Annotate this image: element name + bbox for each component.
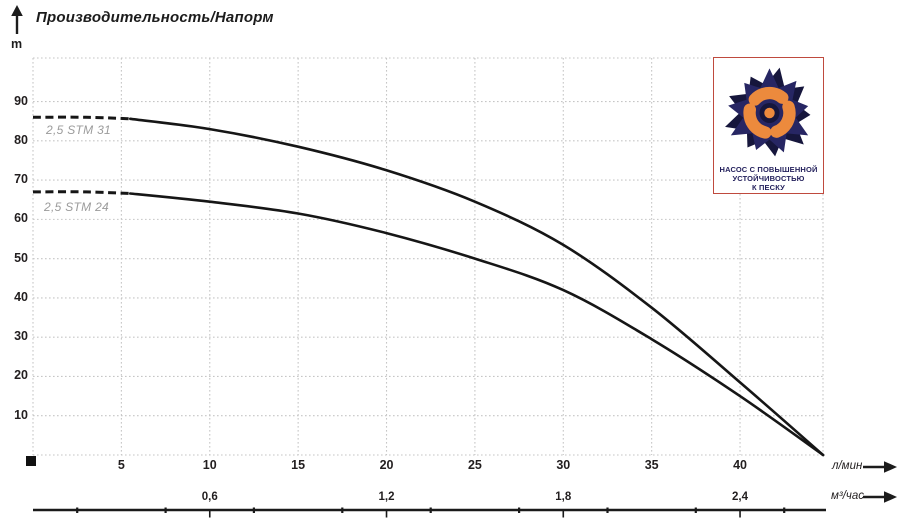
curve-dashed-1: [32, 115, 131, 121]
y-axis-up-arrow-icon: [10, 5, 24, 35]
m3h-axis-minor-tick: [252, 507, 255, 513]
x-tick-lpm-label: 40: [733, 458, 747, 472]
m3h-axis-minor-tick: [606, 507, 609, 513]
curve-1: [128, 117, 825, 457]
x-tick-m3h-label: 1,2: [378, 491, 395, 503]
y-tick-label: 50: [14, 250, 28, 265]
x-axis-right-arrow-icon: [863, 460, 897, 474]
curve-dashed-2: [32, 190, 131, 195]
sand-resistance-badge: НАСОС С ПОВЫШЕННОЙ УСТОЙЧИВОСТЬЮ К ПЕСКУ: [713, 57, 824, 194]
x-tick-lpm-label: 5: [117, 458, 125, 472]
x-tick-lpm-label: 20: [379, 458, 394, 472]
x-tick-m3h-label: 1,8: [555, 491, 572, 503]
chart-title: Производительность/Напорм: [36, 9, 274, 26]
badge-caption-line: НАСОС С ПОВЫШЕННОЙ: [719, 165, 818, 174]
y-tick-label: 30: [14, 329, 28, 344]
y-tick-label: 60: [14, 211, 28, 226]
m3h-axis-minor-tick: [76, 507, 79, 513]
m3h-axis-minor-tick: [341, 507, 344, 513]
x-tick-lpm-label: 30: [556, 458, 571, 472]
pump-impeller-logo-icon: [725, 67, 811, 157]
x-axis2-right-arrow-icon: [863, 490, 897, 504]
y-tick-label: 20: [14, 368, 28, 383]
x-axis-unit-lpm: л/мин: [832, 460, 863, 472]
m3h-axis-minor-tick: [429, 507, 432, 513]
badge-caption: НАСОС С ПОВЫШЕННОЙ УСТОЙЧИВОСТЬЮ К ПЕСКУ: [714, 165, 823, 192]
series-label-stm24: 2,5 STM 24: [44, 200, 110, 214]
y-axis-unit-label: m: [11, 37, 23, 51]
x-tick-lpm-label: 25: [467, 458, 482, 472]
badge-caption-line: УСТОЙЧИВОСТЬЮ: [732, 173, 805, 183]
y-tick-label: 40: [14, 289, 28, 304]
x-axis-unit-m3h: м³/час: [831, 490, 865, 502]
y-tick-label: 90: [14, 93, 28, 108]
m3h-axis-minor-tick: [783, 507, 786, 513]
x-tick-m3h-label: 0,6: [201, 491, 218, 503]
series-label-stm31: 2,5 STM 31: [46, 123, 112, 137]
logo-impeller-blades: [743, 86, 796, 140]
x-tick-lpm-label: 15: [291, 458, 306, 472]
y-tick-label: 10: [14, 407, 28, 422]
logo-hub-center: [764, 107, 775, 119]
x-tick-m3h-label: 2,4: [732, 491, 749, 503]
m3h-axis-minor-tick: [518, 507, 521, 513]
y-tick-label: 80: [14, 132, 28, 147]
x-tick-lpm-label: 35: [644, 458, 659, 472]
m3h-axis-minor-tick: [694, 507, 697, 513]
badge-caption-line: К ПЕСКУ: [752, 182, 785, 192]
y-tick-label: 70: [14, 172, 28, 187]
origin-square-marker: [26, 456, 36, 466]
x-tick-lpm-label: 10: [202, 458, 217, 472]
m3h-axis-minor-tick: [164, 507, 167, 513]
curve-2: [128, 192, 825, 457]
